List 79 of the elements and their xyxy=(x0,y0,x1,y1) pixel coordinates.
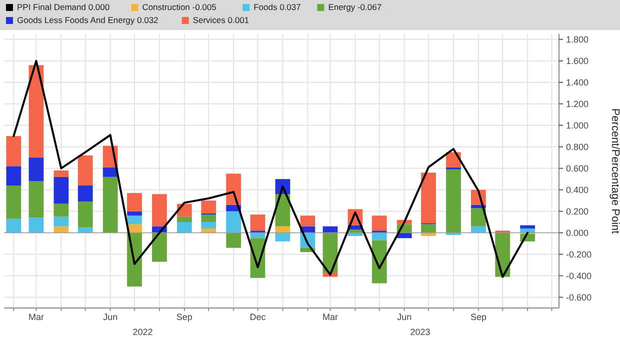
bar xyxy=(372,232,387,240)
bar xyxy=(28,218,44,233)
x-tick-label: Dec xyxy=(250,312,266,322)
y-tick-label: 1.400 xyxy=(566,77,589,88)
bar xyxy=(6,186,22,219)
y-axis-title: Percent/Percentage Point xyxy=(609,108,620,234)
bar xyxy=(78,155,93,186)
bar xyxy=(28,65,44,158)
bar xyxy=(322,226,338,233)
bar xyxy=(127,216,142,224)
y-tick-label: 1.200 xyxy=(566,98,589,109)
bar xyxy=(250,232,266,238)
bar xyxy=(152,194,167,226)
legend-label: Energy -0.067 xyxy=(328,2,382,12)
bar xyxy=(372,216,387,231)
legend-label: Foods 0.037 xyxy=(254,2,302,12)
bar xyxy=(28,181,44,218)
bar xyxy=(348,232,363,236)
bar xyxy=(201,214,216,222)
bar xyxy=(6,166,22,186)
bar xyxy=(520,228,536,233)
bar xyxy=(78,186,93,202)
y-tick-label: 0.600 xyxy=(566,163,589,174)
y-tick-label: -0.400 xyxy=(566,270,592,281)
bar xyxy=(102,176,118,233)
bar xyxy=(471,208,486,226)
line-series xyxy=(12,60,529,278)
bar xyxy=(446,169,461,233)
bar xyxy=(275,226,290,233)
bar xyxy=(471,226,486,233)
bar xyxy=(176,222,192,233)
x-tick-label: Sep xyxy=(176,312,192,322)
x-tick-label: Sep xyxy=(470,312,486,322)
bar xyxy=(520,225,536,228)
x-tick-label: Jun xyxy=(397,312,412,322)
text: 2022 xyxy=(132,327,153,337)
bar xyxy=(6,136,22,166)
bar xyxy=(54,204,69,217)
bar xyxy=(226,211,242,233)
bar xyxy=(300,216,316,226)
bar xyxy=(421,232,436,236)
legend-label: PPI Final Demand 0.000 xyxy=(17,2,110,12)
bar xyxy=(78,227,93,233)
bar xyxy=(201,222,216,228)
bar xyxy=(152,232,167,262)
bar xyxy=(176,216,192,222)
y-tick-label: 0.000 xyxy=(566,228,589,238)
y-tick-label: 1.600 xyxy=(566,56,589,66)
y-tick-label: 1.000 xyxy=(566,120,589,130)
y-tick-label: 0.800 xyxy=(566,142,589,152)
bar xyxy=(201,200,216,214)
legend-label: Construction -0.005 xyxy=(142,2,217,12)
bar xyxy=(54,216,69,226)
y-tick-label: 1.800 xyxy=(566,34,589,44)
x-tick-label: Mar xyxy=(322,312,338,322)
bar xyxy=(201,228,216,233)
bar xyxy=(6,218,22,233)
x-tick-label: Jun xyxy=(103,312,118,322)
y-tick-label: 0.400 xyxy=(566,184,589,195)
bar xyxy=(54,170,69,177)
bar xyxy=(250,214,266,231)
bar xyxy=(28,158,44,182)
legend-label: Goods Less Foods And Energy 0.032 xyxy=(17,15,159,25)
bar xyxy=(275,232,290,242)
bar xyxy=(78,202,93,228)
bar xyxy=(54,226,69,233)
y-tick-label: -0.200 xyxy=(566,249,592,260)
bar xyxy=(421,172,436,224)
legend-label: Services 0.001 xyxy=(192,15,250,25)
bar xyxy=(226,174,242,205)
y-tick-label: -0.600 xyxy=(566,292,592,302)
x-tick-label: Mar xyxy=(28,312,44,322)
y-tick-label: 0.200 xyxy=(566,206,589,216)
bar xyxy=(127,193,142,212)
bar xyxy=(127,211,142,216)
bar xyxy=(54,176,69,204)
bar xyxy=(421,224,436,233)
text: 2023 xyxy=(410,327,430,337)
bar xyxy=(226,232,242,248)
